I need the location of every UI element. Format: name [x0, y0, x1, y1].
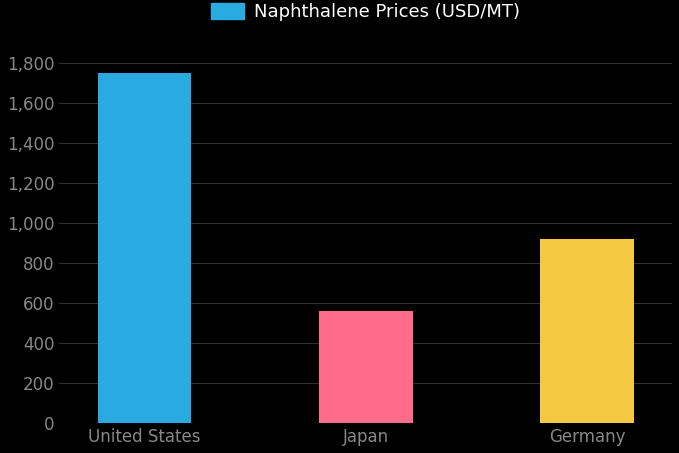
Bar: [98, 73, 191, 423]
Bar: [319, 311, 413, 423]
Legend: Naphthalene Prices (USD/MT): Naphthalene Prices (USD/MT): [211, 3, 520, 21]
Bar: [540, 239, 634, 423]
